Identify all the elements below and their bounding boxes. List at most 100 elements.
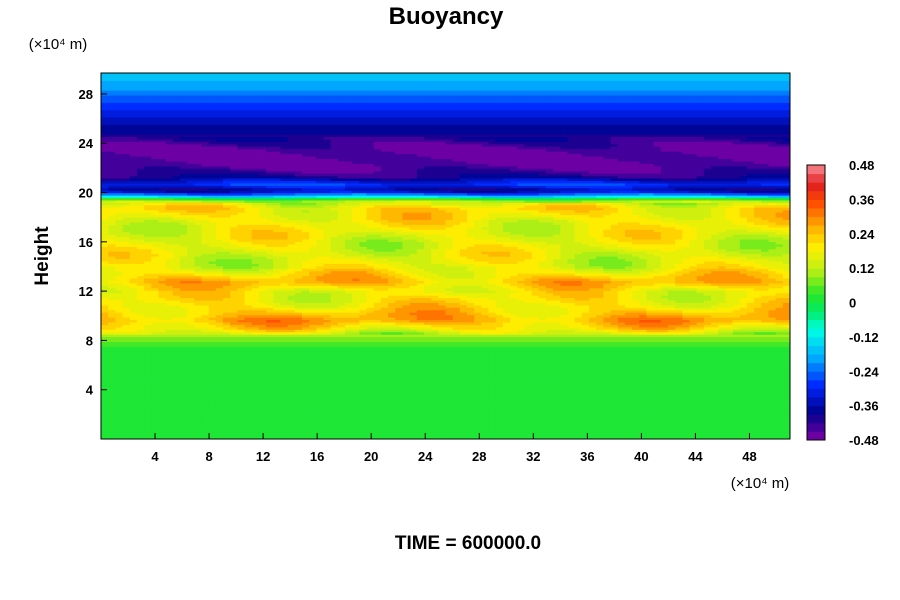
heatmap-cell — [251, 370, 260, 374]
heatmap-cell — [689, 351, 698, 355]
heatmap-cell — [108, 353, 116, 357]
heatmap-cell — [172, 360, 181, 364]
heatmap-cell — [223, 329, 231, 333]
heatmap-cell — [287, 356, 296, 360]
heatmap-cell — [136, 317, 145, 321]
heatmap-cell — [531, 338, 540, 342]
heatmap-cell — [144, 392, 152, 396]
heatmap-cell — [711, 436, 719, 439]
heatmap-cell — [459, 395, 468, 399]
heatmap-cell — [179, 385, 188, 389]
heatmap-cell — [696, 358, 705, 362]
heatmap-cell — [323, 343, 332, 347]
heatmap-cell — [158, 419, 167, 423]
heatmap-cell — [280, 370, 289, 374]
heatmap-cell — [646, 402, 655, 406]
heatmap-cell — [136, 404, 145, 408]
heatmap-cell — [675, 326, 683, 330]
heatmap-cell — [151, 395, 160, 399]
heatmap-cell — [474, 414, 482, 418]
heatmap-cell — [703, 424, 712, 428]
heatmap-cell — [136, 336, 145, 340]
heatmap-cell — [388, 356, 396, 360]
heatmap-cell — [610, 399, 619, 403]
heatmap-cell — [639, 317, 648, 321]
heatmap-cell — [172, 399, 181, 403]
heatmap-cell — [402, 353, 411, 357]
heatmap-cell — [639, 434, 648, 438]
heatmap-cell — [223, 436, 231, 439]
heatmap-cell — [409, 378, 418, 382]
heatmap-cell — [768, 431, 777, 435]
heatmap-cell — [158, 363, 167, 367]
heatmap-cell — [158, 321, 167, 325]
heatmap-cell — [660, 373, 669, 377]
heatmap-cell — [711, 395, 719, 399]
heatmap-cell — [366, 360, 375, 364]
heatmap-cell — [151, 402, 160, 406]
heatmap-cell — [165, 353, 174, 357]
heatmap-cell — [660, 319, 669, 323]
heatmap-cell — [101, 434, 109, 438]
heatmap-cell — [423, 321, 432, 325]
heatmap-cell — [438, 397, 447, 401]
heatmap-cell — [323, 412, 332, 416]
heatmap-cell — [409, 365, 418, 369]
heatmap-cell — [294, 426, 303, 430]
heatmap-cell — [201, 365, 210, 369]
heatmap-cell — [115, 343, 124, 347]
heatmap-cell — [632, 338, 640, 342]
heatmap-cell — [524, 431, 533, 435]
heatmap-cell — [402, 317, 411, 321]
heatmap-cell — [165, 419, 174, 423]
heatmap-cell — [596, 324, 604, 328]
heatmap-cell — [553, 421, 561, 425]
heatmap-cell — [172, 436, 181, 439]
heatmap-cell — [122, 414, 131, 418]
heatmap-cell — [230, 331, 238, 335]
heatmap-cell — [323, 382, 332, 386]
heatmap-cell — [467, 326, 475, 330]
heatmap-cell — [237, 368, 246, 372]
heatmap-cell — [416, 358, 425, 362]
heatmap-cell — [345, 321, 353, 325]
heatmap-cell — [560, 373, 569, 377]
heatmap-cell — [646, 385, 655, 389]
heatmap-cell — [316, 368, 325, 372]
heatmap-cell — [423, 429, 432, 433]
heatmap-cell — [423, 353, 432, 357]
heatmap-cell — [459, 353, 468, 357]
heatmap-cell — [667, 334, 676, 338]
heatmap-cell — [545, 365, 554, 369]
heatmap-cell — [782, 370, 790, 374]
heatmap-cell — [258, 380, 267, 384]
heatmap-cell — [337, 429, 346, 433]
heatmap-cell — [423, 412, 432, 416]
heatmap-cell — [732, 329, 741, 333]
heatmap-cell — [108, 414, 116, 418]
heatmap-cell — [316, 338, 325, 342]
heatmap-cell — [223, 402, 231, 406]
heatmap-cell — [402, 412, 411, 416]
heatmap-cell — [359, 407, 368, 411]
heatmap-cell — [330, 356, 339, 360]
heatmap-cell — [108, 336, 116, 340]
heatmap-cell — [739, 380, 748, 384]
heatmap-cell — [380, 390, 389, 394]
heatmap-cell — [129, 397, 138, 401]
heatmap-cell — [244, 312, 253, 316]
heatmap-cell — [101, 309, 109, 313]
heatmap-cell — [646, 321, 655, 325]
heatmap-cell — [603, 426, 612, 430]
heatmap-cell — [266, 343, 274, 347]
heatmap-cell — [144, 363, 152, 367]
heatmap-cell — [718, 329, 727, 333]
heatmap-cell — [129, 331, 138, 335]
heatmap-cell — [739, 412, 748, 416]
heatmap-cell — [179, 409, 188, 413]
heatmap-cell — [732, 358, 741, 362]
heatmap-cell — [696, 380, 705, 384]
heatmap-cell — [273, 314, 282, 318]
heatmap-cell — [567, 402, 576, 406]
heatmap-cell — [273, 317, 282, 321]
